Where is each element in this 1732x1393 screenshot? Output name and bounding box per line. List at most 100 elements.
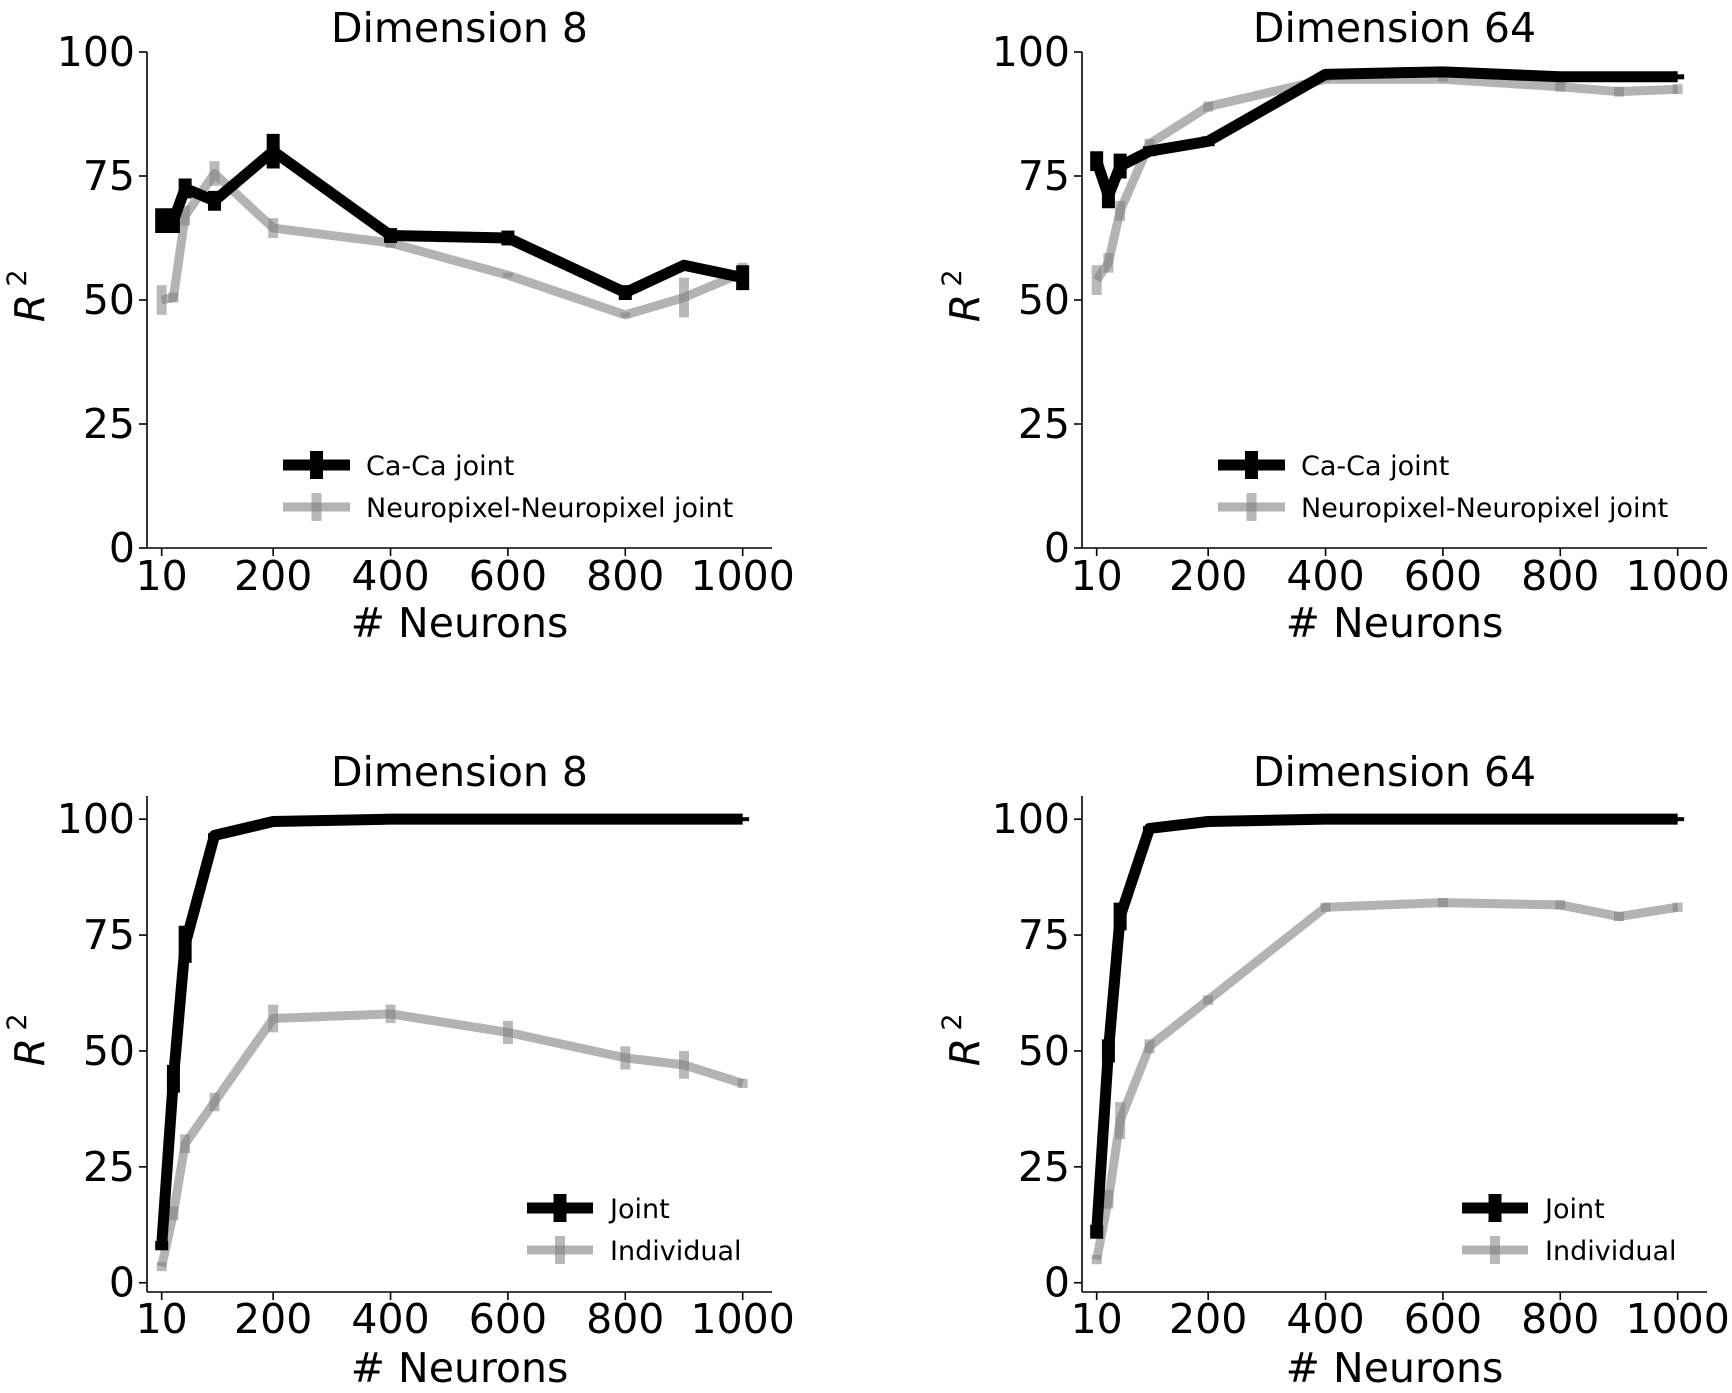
- x-tick-label: 10: [1071, 1295, 1123, 1343]
- y-tick-label: 50: [83, 1027, 135, 1075]
- x-tick-label: 200: [234, 1295, 312, 1343]
- y-tick-label: 0: [109, 1259, 135, 1307]
- x-tick-label: 600: [1404, 552, 1482, 600]
- legend-item: Individual: [527, 1236, 742, 1267]
- x-tick-label: 10: [136, 552, 188, 600]
- x-tick-label: 800: [1521, 552, 1599, 600]
- y-tick-label: 25: [83, 1143, 135, 1191]
- y-tick-label: 75: [1018, 911, 1070, 959]
- chart-panel-3: Dimension 8 0 25 50 75 100 10 200 400 600 800 1000 #…: [2, 748, 795, 1392]
- series-line: [1092, 898, 1679, 1261]
- legend-item: Ca-Ca joint: [283, 451, 514, 482]
- x-tick-label: 200: [234, 552, 312, 600]
- y-tick-label: 25: [83, 400, 135, 448]
- x-axis-label: # Neurons: [1286, 599, 1504, 647]
- chart-title: Dimension 64: [1253, 4, 1536, 52]
- y-axis-label-text: R: [941, 1038, 989, 1067]
- x-tick-label: 600: [1404, 1295, 1482, 1343]
- x-tick-label: 800: [586, 552, 664, 600]
- y-tick-label: 100: [992, 795, 1070, 843]
- y-axis-label-text: R: [941, 294, 989, 323]
- y-tick-label: 75: [83, 911, 135, 959]
- y-axis-label: R2: [937, 269, 989, 322]
- y-tick-label: 25: [1018, 400, 1070, 448]
- legend-item: Neuropixel-Neuropixel joint: [1218, 493, 1668, 524]
- y-axis-label: R2: [937, 1013, 989, 1066]
- y-axis-label-superscript: 2: [937, 269, 968, 286]
- x-tick-label: 600: [469, 1295, 547, 1343]
- y-tick-label: 100: [992, 28, 1070, 76]
- y-axis-label-superscript: 2: [937, 1013, 968, 1030]
- chart-title: Dimension 8: [331, 748, 588, 796]
- x-tick-label: 10: [1071, 552, 1123, 600]
- x-tick-label: 1000: [690, 552, 794, 600]
- series-joint: [1090, 813, 1685, 1239]
- series-line: [161, 145, 744, 299]
- x-tick-label: 800: [1521, 1295, 1599, 1343]
- y-tick-label: 0: [1044, 1259, 1070, 1307]
- chart-panel-2: Dimension 64 0 25 50 75 100 10 200 400 600 800 1000…: [937, 4, 1730, 647]
- y-axis-label: R2: [2, 1013, 54, 1066]
- y-tick-label: 0: [1044, 524, 1070, 572]
- legend-item: Ca-Ca joint: [1218, 451, 1449, 482]
- series-line: [156, 813, 743, 1247]
- series-line: [1092, 74, 1678, 283]
- series-ca-ca-joint: [1090, 66, 1685, 209]
- y-tick-label: 50: [1018, 1027, 1070, 1075]
- y-tick-label: 100: [57, 795, 135, 843]
- x-tick-label: 200: [1169, 1295, 1247, 1343]
- x-tick-label: 1000: [690, 1295, 794, 1343]
- x-tick-label: 10: [136, 1295, 188, 1343]
- chart-title: Dimension 64: [1253, 748, 1536, 796]
- y-axis-label-superscript: 2: [2, 1013, 33, 1030]
- legend-item: Joint: [527, 1194, 670, 1225]
- series-individual: [1091, 897, 1683, 1265]
- legend-label: Joint: [1543, 1194, 1605, 1225]
- y-axis-label-superscript: 2: [2, 269, 33, 286]
- legend: Ca-Ca joint Neuropixel-Neuropixel joint: [1218, 451, 1668, 524]
- y-tick-label: 50: [1018, 276, 1070, 324]
- series-line: [160, 169, 745, 320]
- legend-label: Individual: [1545, 1236, 1677, 1267]
- x-tick-label: 400: [1286, 552, 1364, 600]
- x-tick-label: 400: [351, 1295, 429, 1343]
- legend-label: Individual: [610, 1236, 742, 1267]
- x-tick-label: 400: [1286, 1295, 1364, 1343]
- y-axis-label: R2: [2, 269, 54, 322]
- x-axis-label: # Neurons: [351, 599, 569, 647]
- y-tick-label: 0: [109, 524, 135, 572]
- series-line: [157, 1009, 745, 1268]
- chart-panel-4: Dimension 64 0 25 50 75 100 10 200 400 600 800 1000…: [937, 748, 1730, 1392]
- legend-item: Individual: [1462, 1236, 1677, 1267]
- legend-label: Neuropixel-Neuropixel joint: [366, 493, 733, 524]
- series-joint: [155, 813, 750, 1251]
- x-axis-label: # Neurons: [1286, 1344, 1504, 1392]
- y-tick-label: 50: [83, 276, 135, 324]
- series-line: [1091, 66, 1678, 202]
- x-tick-label: 200: [1169, 552, 1247, 600]
- legend-label: Ca-Ca joint: [366, 451, 514, 482]
- y-tick-label: 100: [57, 28, 135, 76]
- y-tick-label: 25: [1018, 1143, 1070, 1191]
- x-tick-label: 800: [586, 1295, 664, 1343]
- legend-label: Ca-Ca joint: [1301, 451, 1449, 482]
- x-tick-label: 400: [351, 552, 429, 600]
- x-tick-label: 1000: [1625, 552, 1729, 600]
- series-ca-ca-joint: [155, 133, 750, 300]
- legend-label: Joint: [608, 1194, 670, 1225]
- y-axis-label-text: R: [6, 1038, 54, 1067]
- series-line: [1091, 813, 1678, 1233]
- y-tick-label: 75: [1018, 152, 1070, 200]
- legend: Joint Individual: [527, 1194, 742, 1267]
- y-axis-label-text: R: [6, 294, 54, 323]
- legend: Ca-Ca joint Neuropixel-Neuropixel joint: [283, 451, 733, 524]
- chart-title: Dimension 8: [331, 4, 588, 52]
- y-tick-label: 75: [83, 152, 135, 200]
- series-neuropixel-neuropixel-joint: [1091, 74, 1683, 296]
- legend: Joint Individual: [1462, 1194, 1677, 1267]
- legend-item: Joint: [1462, 1194, 1605, 1225]
- chart-panel-1: Dimension 8 0 25 50 75 100 10 200 400 600 800 1000 #…: [2, 4, 795, 647]
- x-axis-label: # Neurons: [351, 1344, 569, 1392]
- x-tick-label: 600: [469, 552, 547, 600]
